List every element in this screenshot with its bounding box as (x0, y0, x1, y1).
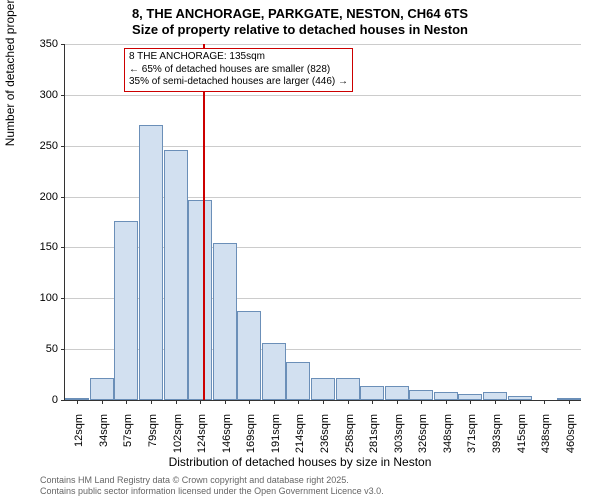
y-tick-label: 250 (18, 140, 58, 152)
x-tick-mark (397, 400, 398, 404)
x-tick-mark (569, 400, 570, 404)
reference-line (203, 44, 205, 400)
x-tick-mark (495, 400, 496, 404)
x-tick-mark (151, 400, 152, 404)
histogram-bar (262, 343, 286, 400)
histogram-bar (90, 378, 114, 400)
x-tick-mark (176, 400, 177, 404)
histogram-bar (458, 394, 482, 400)
x-tick-mark (372, 400, 373, 404)
x-tick-label: 415sqm (516, 414, 528, 474)
x-tick-label: 303sqm (393, 414, 405, 474)
x-tick-label: 460sqm (565, 414, 577, 474)
histogram-bar (557, 398, 581, 400)
histogram-bar (360, 386, 384, 400)
annotation-line1: 8 THE ANCHORAGE: 135sqm (129, 51, 348, 64)
histogram-bar (434, 392, 458, 400)
x-tick-mark (200, 400, 201, 404)
histogram-bar (385, 386, 409, 400)
x-tick-mark (225, 400, 226, 404)
y-axis-label: Number of detached properties (3, 0, 17, 146)
x-tick-mark (298, 400, 299, 404)
x-tick-label: 57sqm (122, 414, 134, 474)
annotation-line2: ← 65% of detached houses are smaller (82… (129, 64, 348, 77)
footer-credits: Contains HM Land Registry data © Crown c… (40, 475, 384, 497)
x-tick-mark (126, 400, 127, 404)
footer-line2: Contains public sector information licen… (40, 486, 384, 497)
y-tick-label: 50 (18, 343, 58, 355)
x-tick-label: 79sqm (147, 414, 159, 474)
x-tick-label: 191sqm (270, 414, 282, 474)
histogram-bar (336, 378, 360, 400)
x-tick-mark (470, 400, 471, 404)
x-tick-mark (249, 400, 250, 404)
x-tick-mark (102, 400, 103, 404)
x-tick-mark (348, 400, 349, 404)
x-tick-label: 146sqm (221, 414, 233, 474)
x-tick-label: 169sqm (245, 414, 257, 474)
x-tick-mark (77, 400, 78, 404)
histogram-bar (114, 221, 138, 400)
x-tick-label: 393sqm (491, 414, 503, 474)
y-tick-mark (61, 400, 65, 401)
grid-line (65, 44, 581, 45)
x-tick-label: 371sqm (466, 414, 478, 474)
histogram-bar (139, 125, 163, 400)
histogram-bar (213, 243, 237, 400)
x-tick-mark (421, 400, 422, 404)
y-tick-label: 100 (18, 292, 58, 304)
histogram-bar (65, 398, 89, 400)
y-tick-label: 0 (18, 394, 58, 406)
x-tick-label: 236sqm (319, 414, 331, 474)
annotation-line3: 35% of semi-detached houses are larger (… (129, 76, 348, 89)
plot-area: 8 THE ANCHORAGE: 135sqm ← 65% of detache… (64, 44, 581, 401)
x-tick-mark (274, 400, 275, 404)
x-tick-mark (323, 400, 324, 404)
x-tick-mark (520, 400, 521, 404)
x-tick-label: 326sqm (417, 414, 429, 474)
x-tick-label: 258sqm (344, 414, 356, 474)
footer-line1: Contains HM Land Registry data © Crown c… (40, 475, 384, 486)
chart-title-line1: 8, THE ANCHORAGE, PARKGATE, NESTON, CH64… (0, 6, 600, 21)
histogram-bar (286, 362, 310, 400)
y-tick-label: 150 (18, 241, 58, 253)
histogram-bar (311, 378, 335, 400)
x-tick-label: 214sqm (294, 414, 306, 474)
chart-title-line2: Size of property relative to detached ho… (0, 22, 600, 37)
x-tick-mark (446, 400, 447, 404)
histogram-bar (164, 150, 188, 400)
chart-container: 8, THE ANCHORAGE, PARKGATE, NESTON, CH64… (0, 0, 600, 500)
y-tick-label: 300 (18, 89, 58, 101)
x-tick-label: 348sqm (442, 414, 454, 474)
histogram-bar (237, 311, 261, 401)
grid-line (65, 95, 581, 96)
y-tick-label: 350 (18, 38, 58, 50)
x-tick-label: 124sqm (196, 414, 208, 474)
x-tick-label: 281sqm (368, 414, 380, 474)
annotation-box: 8 THE ANCHORAGE: 135sqm ← 65% of detache… (124, 48, 353, 92)
histogram-bar (508, 396, 532, 400)
x-tick-label: 102sqm (172, 414, 184, 474)
histogram-bar (483, 392, 507, 400)
x-tick-label: 438sqm (540, 414, 552, 474)
x-tick-label: 34sqm (98, 414, 110, 474)
x-tick-mark (544, 400, 545, 404)
y-tick-label: 200 (18, 191, 58, 203)
histogram-bar (188, 200, 212, 400)
histogram-bar (409, 390, 433, 400)
x-tick-label: 12sqm (73, 414, 85, 474)
